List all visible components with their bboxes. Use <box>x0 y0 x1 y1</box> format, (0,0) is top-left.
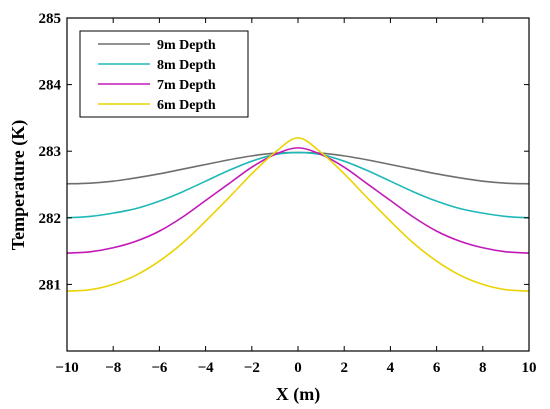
y-tick-label: 284 <box>39 78 62 94</box>
legend-label-8m-depth: 8m Depth <box>157 58 216 73</box>
x-tick-label: 4 <box>387 360 395 376</box>
legend: 9m Depth 8m Depth 7m Depth 6m Depth <box>79 30 249 118</box>
legend-label-7m-depth: 7m Depth <box>157 78 216 93</box>
plot-frame <box>66 17 530 352</box>
series-line-7m-depth <box>66 147 530 254</box>
ticks-layer: −10 −8 −6 −4 −2 0 2 4 6 8 10 281 282 283 284 285 <box>39 11 537 376</box>
series-line-6m-depth <box>66 137 530 292</box>
x-axis-label: X (m) <box>276 384 320 405</box>
x-tick-label: −2 <box>244 360 260 376</box>
x-tick-label: 10 <box>522 360 537 376</box>
series-line-8m-depth <box>66 151 530 219</box>
legend-items: 9m Depth 8m Depth 7m Depth 6m Depth <box>98 38 216 113</box>
legend-box <box>79 30 249 118</box>
legend-label-6m-depth: 6m Depth <box>157 98 216 113</box>
x-tick-label: 0 <box>294 360 302 376</box>
x-tick-label: 6 <box>433 360 441 376</box>
y-axis-label: Temperature (K) <box>8 120 29 250</box>
x-tick-label: −10 <box>55 360 79 376</box>
x-tick-label: −8 <box>105 360 121 376</box>
x-tick-label: 8 <box>479 360 487 376</box>
x-tick-label: −6 <box>151 360 168 376</box>
x-tick-label: −4 <box>198 360 215 376</box>
y-tick-label: 285 <box>39 11 62 27</box>
y-tick-label: 283 <box>39 144 62 160</box>
legend-label-9m-depth: 9m Depth <box>157 38 216 53</box>
x-tick-label: 2 <box>340 360 348 376</box>
y-tick-label: 281 <box>39 277 62 293</box>
series-layer <box>66 137 530 292</box>
y-tick-label: 282 <box>39 211 62 227</box>
